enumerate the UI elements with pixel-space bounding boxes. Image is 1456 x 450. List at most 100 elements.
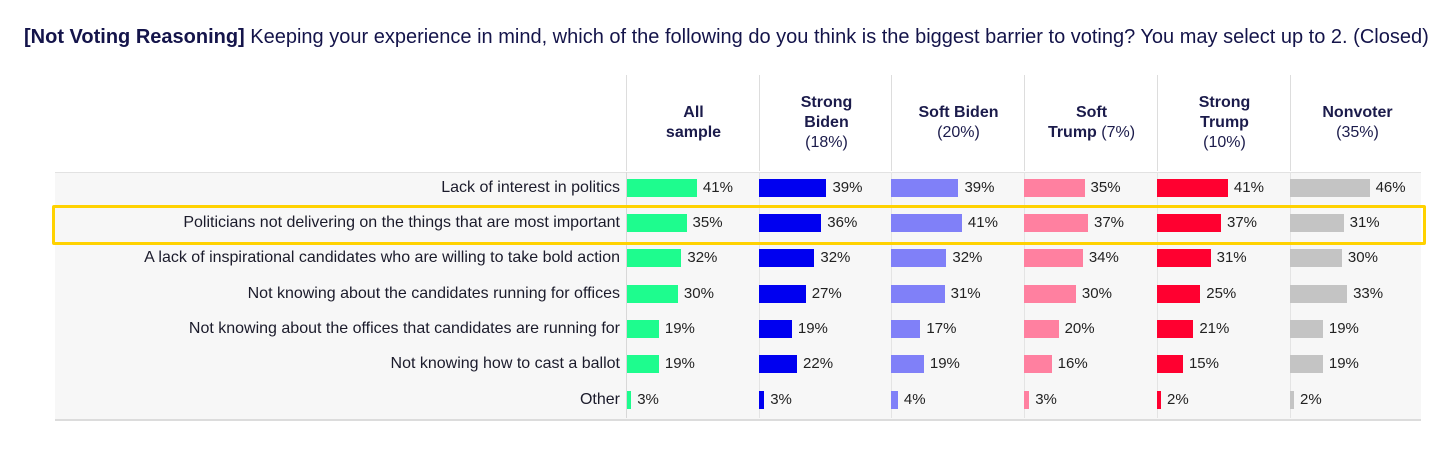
data-label: 19%	[1328, 355, 1359, 372]
data-label: 19%	[664, 320, 695, 337]
data-label: 22%	[803, 355, 834, 372]
data-label: 31%	[950, 285, 981, 302]
data-label: 16%	[1057, 355, 1088, 372]
column-header-share: (7%)	[1101, 124, 1136, 141]
bar	[1157, 179, 1228, 197]
column-header-share: (20%)	[937, 124, 980, 141]
row-label: Lack of interest in politics	[441, 179, 620, 196]
highlight-box	[52, 205, 1426, 245]
bar	[1290, 391, 1294, 409]
bar	[1157, 285, 1201, 303]
data-label: 30%	[1347, 249, 1378, 266]
bar	[891, 285, 945, 303]
column-divider	[626, 172, 627, 418]
data-label: 37%	[1094, 214, 1125, 231]
row-label: Not knowing about the candidates running…	[247, 285, 620, 302]
bar	[759, 320, 792, 338]
bar	[626, 285, 678, 303]
data-label: 32%	[952, 249, 983, 266]
column-header-share: (18%)	[805, 134, 848, 151]
bar	[891, 214, 962, 232]
column-header-name: Strong Trump	[1198, 94, 1251, 131]
data-label: 27%	[811, 285, 842, 302]
data-label: 41%	[1233, 179, 1264, 196]
row-label: Not knowing how to cast a ballot	[390, 355, 620, 372]
bar	[626, 179, 697, 197]
data-label: 17%	[926, 320, 957, 337]
data-label: 33%	[1353, 285, 1384, 302]
bar	[891, 391, 898, 409]
bar	[626, 391, 632, 409]
bar	[1290, 355, 1323, 373]
bar	[1290, 249, 1342, 267]
data-label: 30%	[1081, 285, 1112, 302]
bar	[1024, 320, 1059, 338]
data-label: 30%	[683, 285, 714, 302]
data-label: 35%	[692, 214, 723, 231]
data-label: 32%	[687, 249, 718, 266]
data-label: 21%	[1199, 320, 1230, 337]
row-label: Not knowing about the offices that candi…	[188, 320, 620, 337]
data-label: 39%	[964, 179, 995, 196]
column-header: Soft Biden (20%)	[891, 75, 1025, 171]
row-label: Other	[579, 391, 620, 408]
data-label: 36%	[827, 214, 858, 231]
column-header: Soft Trump (7%)	[1024, 75, 1158, 171]
column-header-name: All sample	[665, 104, 722, 141]
bar	[759, 285, 806, 303]
bar	[891, 355, 924, 373]
title-tag: [Not Voting Reasoning]	[24, 26, 245, 48]
data-label: 3%	[637, 391, 659, 408]
column-header-share: (10%)	[1203, 134, 1246, 151]
data-label: 39%	[832, 179, 863, 196]
data-label: 46%	[1375, 179, 1406, 196]
chart-title: [Not Voting Reasoning] Keeping your expe…	[24, 26, 1454, 49]
data-label: 3%	[770, 391, 792, 408]
column-header: Strong Trump (10%)	[1157, 75, 1291, 171]
data-label: 41%	[967, 214, 998, 231]
bar	[1290, 285, 1348, 303]
data-label: 2%	[1167, 391, 1189, 408]
data-label: 31%	[1216, 249, 1247, 266]
bar	[1157, 391, 1161, 409]
bar	[759, 179, 827, 197]
column-header: All sample	[626, 75, 760, 171]
bar	[1290, 320, 1323, 338]
bar	[891, 249, 947, 267]
bar	[759, 249, 815, 267]
title-question: Keeping your experience in mind, which o…	[244, 26, 1429, 48]
data-label: 15%	[1188, 355, 1219, 372]
data-label: 31%	[1349, 214, 1380, 231]
column-header-name: Nonvoter	[1322, 104, 1393, 121]
column-header: Strong Biden (18%)	[759, 75, 893, 171]
bar	[1024, 214, 1088, 232]
data-label: 4%	[903, 391, 926, 408]
data-label: 41%	[702, 179, 733, 196]
bar	[1024, 355, 1052, 373]
data-label: 19%	[929, 355, 960, 372]
bar	[759, 355, 798, 373]
row-label: A lack of inspirational candidates who a…	[144, 249, 620, 266]
bar	[626, 249, 682, 267]
column-header-name: Strong Biden	[800, 94, 853, 131]
data-label: 32%	[820, 249, 851, 266]
column-header-name: Soft Trump (7%)	[1047, 104, 1136, 141]
data-label: 34%	[1088, 249, 1119, 266]
data-label: 19%	[797, 320, 828, 337]
data-label: 19%	[664, 355, 695, 372]
data-label: 19%	[1328, 320, 1359, 337]
bar	[626, 214, 687, 232]
bar	[1290, 214, 1344, 232]
data-label: 20%	[1064, 320, 1095, 337]
bar	[1290, 179, 1370, 197]
row-label: Politicians not delivering on the things…	[183, 214, 620, 231]
bar	[1157, 249, 1211, 267]
bar	[1157, 320, 1194, 338]
data-label: 35%	[1090, 179, 1121, 196]
column-header-share: (35%)	[1336, 124, 1379, 141]
bar	[891, 320, 921, 338]
bar	[1024, 249, 1083, 267]
bar	[1157, 355, 1183, 373]
bar	[1024, 391, 1030, 409]
bar	[759, 214, 822, 232]
